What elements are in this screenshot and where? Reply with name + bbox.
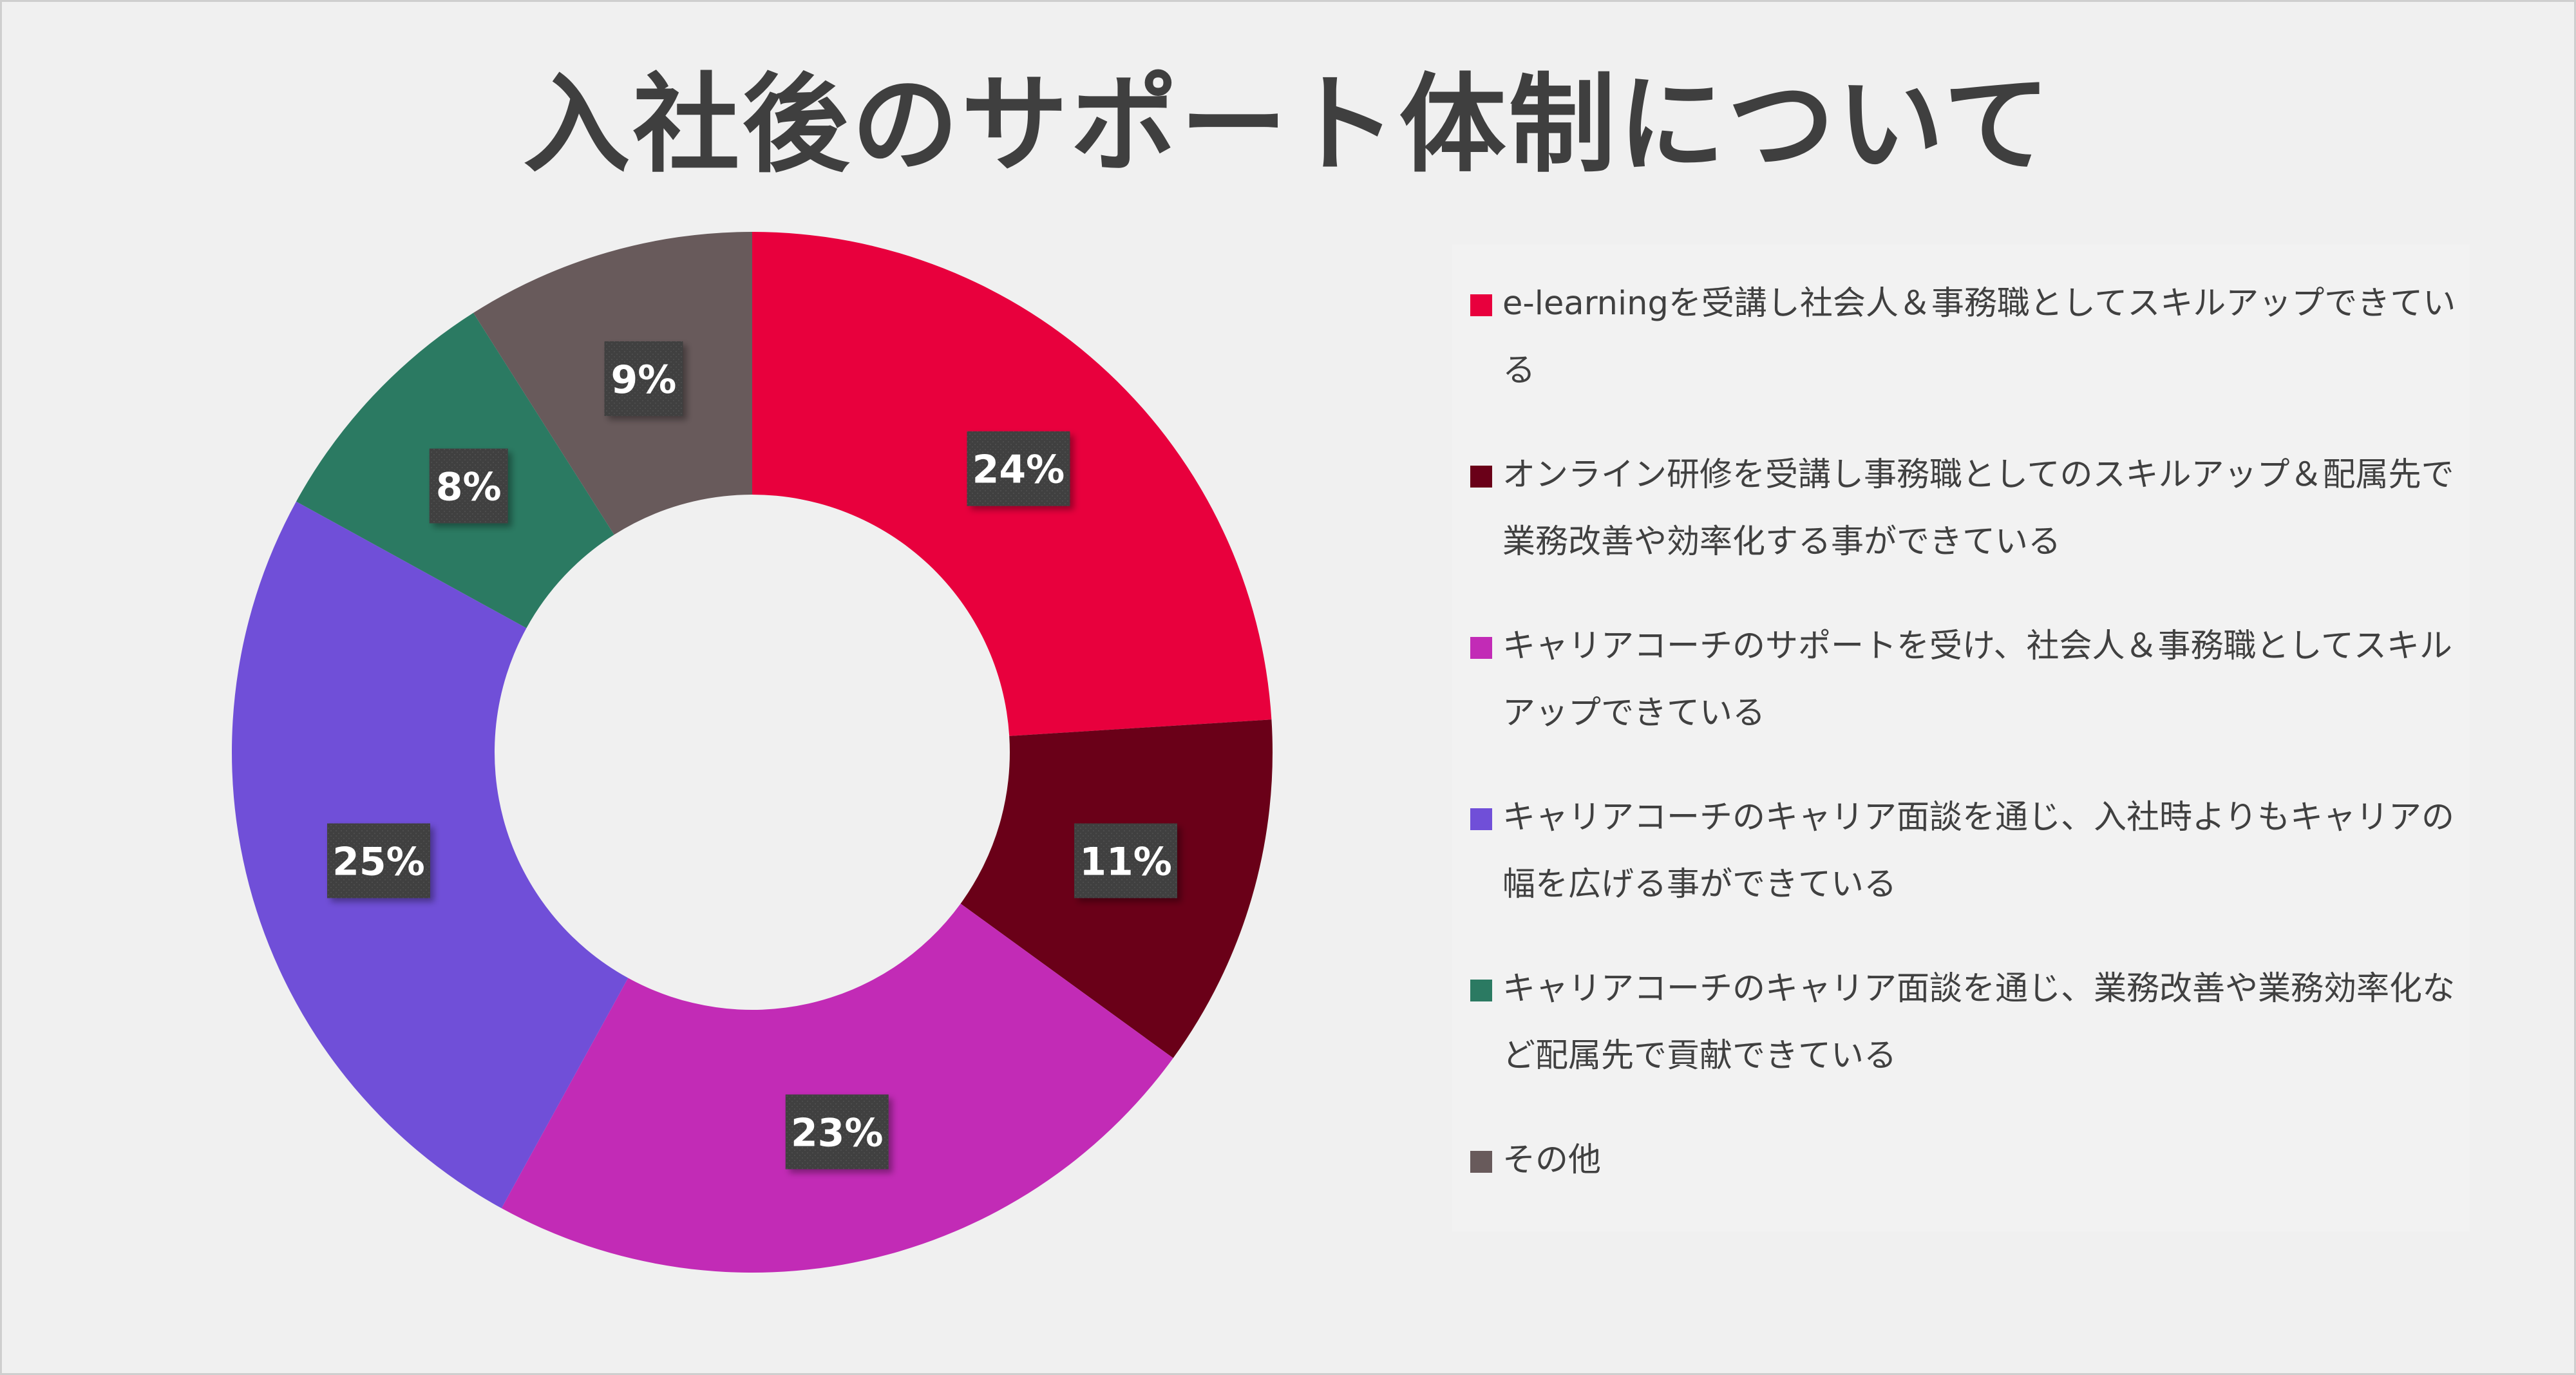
data-label-5: 8% <box>429 448 508 524</box>
donut-slices <box>232 232 1273 1273</box>
data-label-box-1 <box>967 431 1070 506</box>
legend-label-4: キャリアコーチのキャリア面談を通じ、入社時よりもキャリアの幅を広げる事ができてい… <box>1502 799 2454 904</box>
legend-item-6: その他 <box>1452 1127 2470 1194</box>
data-label-box-4 <box>327 823 430 898</box>
data-label-box-5 <box>429 448 508 524</box>
legend-label-5: キャリアコーチのキャリア面談を通じ、業務改善や業務効率化など配属先で貢献できてい… <box>1502 970 2456 1075</box>
legend-swatch-3 <box>1470 637 1492 659</box>
data-label-text-2: 11% <box>1079 840 1172 885</box>
data-label-text-3: 23% <box>791 1110 884 1155</box>
legend-label-2: オンライン研修を受講し事務職としてのスキルアップ＆配属先で業務改善や効率化する事… <box>1502 456 2454 561</box>
legend-label-3: キャリアコーチのサポートを受け、社会人＆事務職としてスキルアップできている <box>1502 627 2452 732</box>
data-label-text-4: 25% <box>332 840 425 885</box>
legend-item-3: キャリアコーチのサポートを受け、社会人＆事務職としてスキルアップできている <box>1452 613 2470 747</box>
legend-swatch-4 <box>1470 808 1492 830</box>
data-label-4: 25% <box>327 823 430 898</box>
legend-label-1: e-learningを受講し社会人＆事務職としてスキルアップできている <box>1502 285 2456 390</box>
chart-title: 入社後のサポート体制について <box>523 63 2053 187</box>
data-label-text-5: 8% <box>436 465 502 510</box>
data-label-2: 11% <box>1074 823 1178 898</box>
legend-item-2: オンライン研修を受講し事務職としてのスキルアップ＆配属先で業務改善や効率化する事… <box>1452 442 2470 576</box>
data-label-box-3 <box>785 1094 889 1170</box>
legend-item-5: キャリアコーチのキャリア面談を通じ、業務改善や業務効率化など配属先で貢献できてい… <box>1452 956 2470 1090</box>
legend-item-4: キャリアコーチのキャリア面談を通じ、入社時よりもキャリアの幅を広げる事ができてい… <box>1452 784 2470 918</box>
legend-swatch-2 <box>1470 466 1492 488</box>
legend-swatch-5 <box>1470 980 1492 1001</box>
legend-label-6: その他 <box>1502 1141 1602 1179</box>
data-label-3: 23% <box>785 1094 889 1170</box>
legend-swatch-6 <box>1470 1151 1492 1173</box>
data-labels: 24% 11% 23% 25% 8% 9% <box>327 341 1178 1170</box>
legend-swatch-1 <box>1470 294 1492 316</box>
data-label-text-6: 9% <box>611 357 677 403</box>
data-label-text-1: 24% <box>972 448 1065 493</box>
data-label-box-2 <box>1074 823 1178 898</box>
data-label-1: 24% <box>967 431 1070 506</box>
legend-item-1: e-learningを受講し社会人＆事務職としてスキルアップできている <box>1452 270 2470 404</box>
data-label-6: 9% <box>604 341 683 416</box>
data-label-box-6 <box>604 341 683 416</box>
donut-slice-3 <box>501 904 1173 1273</box>
legend: e-learningを受講し社会人＆事務職としてスキルアップできている オンライン… <box>1452 245 2470 1231</box>
